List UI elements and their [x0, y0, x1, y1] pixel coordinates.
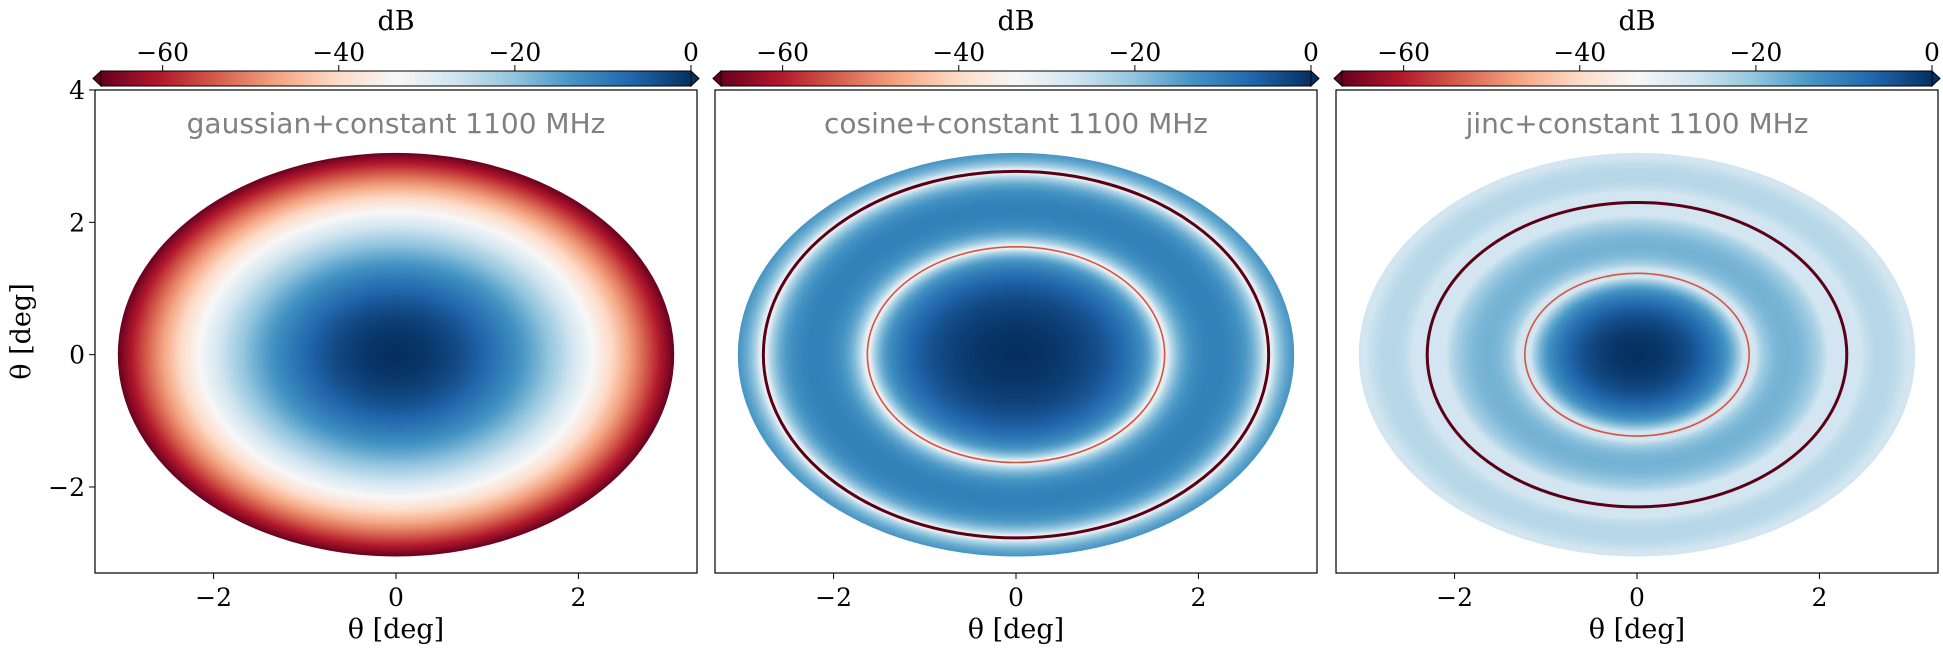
colorbar-extend-min	[1333, 69, 1343, 88]
null-ring	[1425, 200, 1849, 509]
colorbar-tick-label: −40	[932, 38, 985, 67]
x-tick-label: 2	[570, 583, 586, 612]
beam-map	[737, 152, 1295, 557]
colorbar-label: dB	[377, 6, 414, 37]
x-axis-label: θ [deg]	[348, 614, 444, 645]
x-tick-label: 0	[1629, 583, 1645, 612]
colorbar-tick-label: −20	[1729, 38, 1782, 67]
colorbar-gradient	[101, 71, 691, 86]
colorbar-extend-max	[1310, 69, 1320, 88]
colorbar-frame	[100, 70, 692, 87]
x-axis-label: θ [deg]	[1589, 614, 1685, 645]
colorbar-frame	[720, 70, 1312, 87]
x-tick-label: −2	[195, 583, 232, 612]
colorbar: −60 −40 −20 0 dB	[92, 6, 700, 88]
colorbar-tick-label: −60	[1377, 38, 1430, 67]
beam-map	[117, 152, 675, 557]
x-tick-label: 0	[1008, 583, 1024, 612]
colorbar-gradient	[1342, 71, 1932, 86]
panel-2: −60 −40 −20 0dB−2 0 2θ [deg]cosine+constant 1…	[712, 6, 1320, 645]
colorbar-gradient	[721, 71, 1311, 86]
y-tick-label: 2	[69, 208, 85, 237]
colorbar-tick-label: 0	[1924, 38, 1940, 67]
panel-title: jinc+constant 1100 MHz	[1465, 107, 1809, 140]
colorbar: −60 −40 −20 0 dB	[1333, 6, 1941, 88]
y-axis-label: θ [deg]	[6, 283, 37, 379]
x-tick-label: −2	[815, 583, 852, 612]
null-ring	[866, 246, 1166, 464]
colorbar-tick-label: −60	[756, 38, 809, 67]
y-tick-label: 4	[69, 76, 85, 105]
colorbar-tick-label: 0	[683, 38, 699, 67]
x-tick-label: 0	[388, 583, 404, 612]
panel-3: −60 −40 −20 0dB−2 0 2θ [deg]jinc+constant 110…	[1333, 6, 1941, 645]
colorbar-frame	[1341, 70, 1933, 87]
colorbar-tick-label: −20	[488, 38, 541, 67]
colorbar-extend-min	[92, 69, 102, 88]
null-ring	[1524, 272, 1750, 437]
colorbar-tick-label: −60	[136, 38, 189, 67]
panel-title: cosine+constant 1100 MHz	[824, 107, 1208, 140]
null-ring	[761, 169, 1271, 540]
colorbar-extend-max	[690, 69, 700, 88]
colorbar-extend-min	[712, 69, 722, 88]
colorbar: −60 −40 −20 0 dB	[712, 6, 1320, 88]
x-tick-label: 2	[1811, 583, 1827, 612]
colorbar-tick-label: 0	[1303, 38, 1319, 67]
beam-map	[1358, 152, 1916, 557]
x-tick-label: −2	[1436, 583, 1473, 612]
colorbar-tick-label: −20	[1108, 38, 1161, 67]
x-tick-label: 2	[1190, 583, 1206, 612]
colorbar-label: dB	[1618, 6, 1655, 37]
y-tick-label: −2	[48, 473, 85, 502]
panel-title: gaussian+constant 1100 MHz	[187, 107, 606, 140]
y-tick-label: 0	[69, 341, 85, 370]
colorbar-label: dB	[997, 6, 1034, 37]
x-axis-label: θ [deg]	[968, 614, 1064, 645]
colorbar-tick-label: −40	[1553, 38, 1606, 67]
colorbar-extend-max	[1931, 69, 1941, 88]
colorbar-tick-label: −40	[312, 38, 365, 67]
